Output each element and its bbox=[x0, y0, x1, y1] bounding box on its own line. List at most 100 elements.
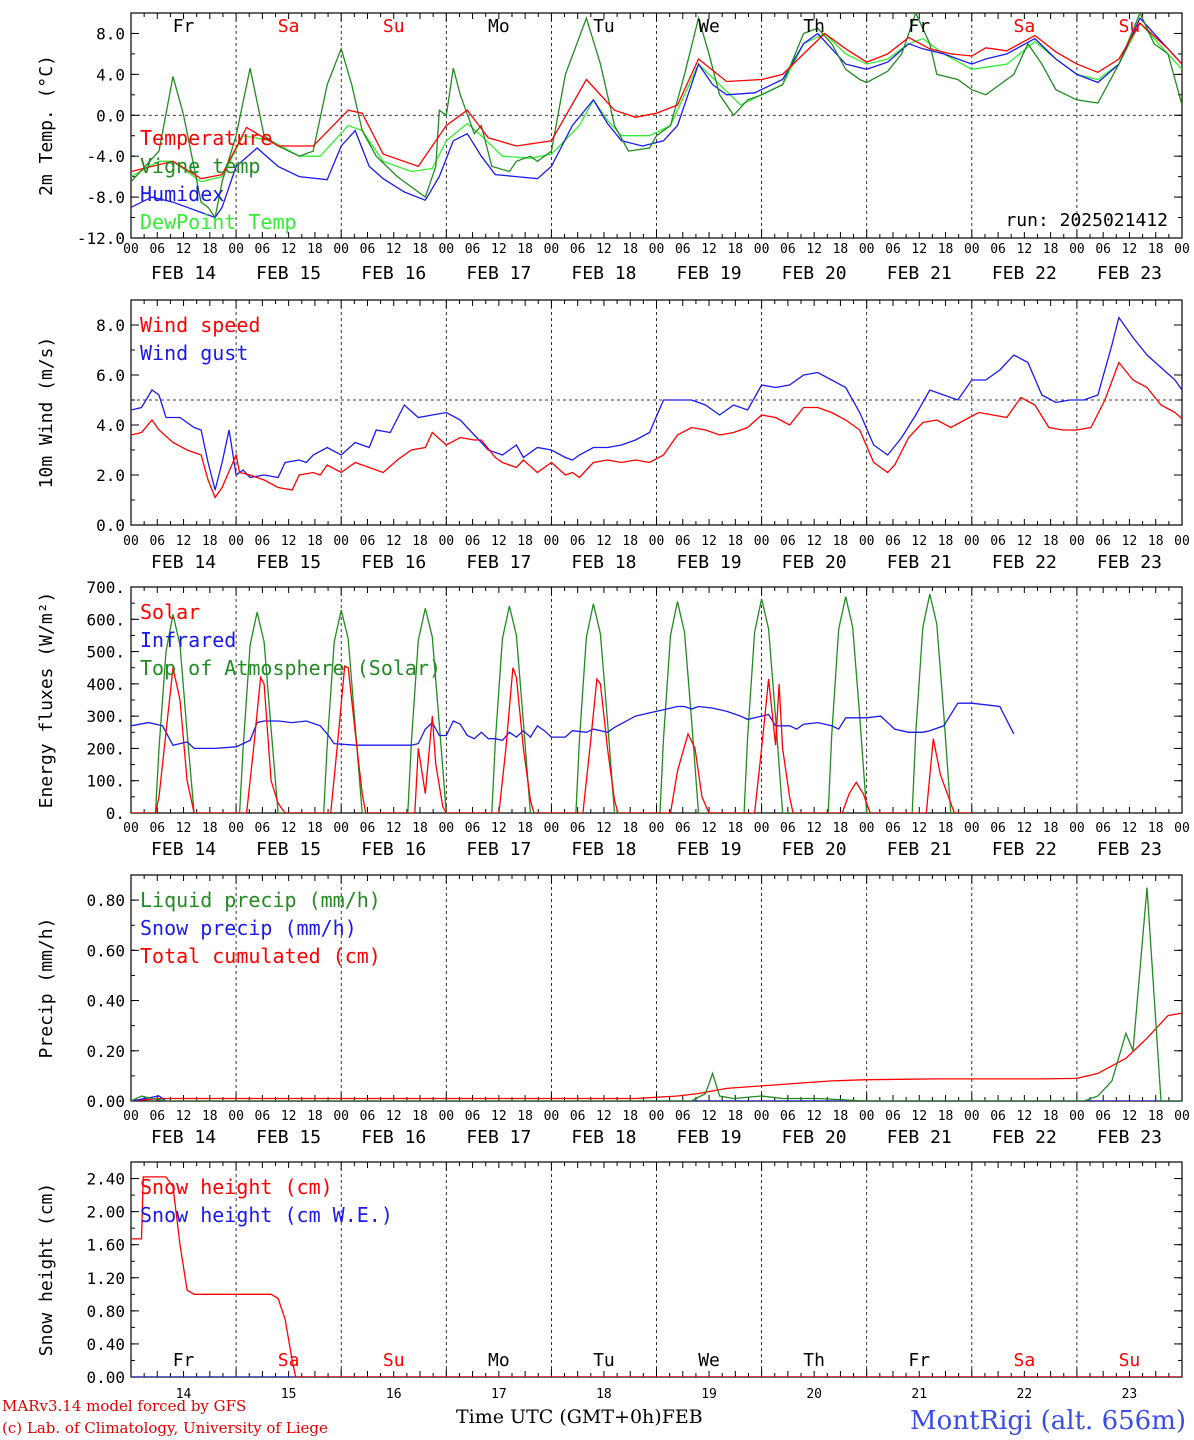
hour-tick-label: 18 bbox=[202, 242, 218, 257]
y-tick-label: 600. bbox=[86, 610, 125, 629]
date-label: FEB 15 bbox=[256, 839, 321, 860]
day-number-label: 14 bbox=[176, 1387, 192, 1402]
date-label: FEB 16 bbox=[361, 839, 426, 860]
date-label: FEB 15 bbox=[256, 263, 321, 284]
hour-tick-label: 12 bbox=[596, 1109, 612, 1124]
hour-tick-label: 06 bbox=[885, 821, 901, 836]
legend-entry: Temperature bbox=[140, 126, 272, 150]
y-tick-label: 2.40 bbox=[86, 1170, 125, 1189]
hour-tick-label: 12 bbox=[176, 242, 192, 257]
hour-tick-label: 18 bbox=[727, 821, 743, 836]
station-name: MontRigi (alt. 656m) bbox=[910, 1406, 1186, 1436]
hour-tick-label: 00 bbox=[964, 821, 980, 836]
y-tick-label: 4.0 bbox=[96, 65, 125, 84]
date-label: FEB 21 bbox=[887, 839, 952, 860]
hour-tick-label: 12 bbox=[176, 1109, 192, 1124]
date-label: FEB 21 bbox=[887, 1127, 952, 1148]
hour-tick-label: 12 bbox=[911, 534, 927, 549]
y-tick-label: 8.0 bbox=[96, 24, 125, 43]
series-line-wind-speed bbox=[131, 361, 1182, 499]
hour-tick-label: 12 bbox=[386, 1109, 402, 1124]
y-tick-label: 6.0 bbox=[96, 366, 125, 385]
hour-tick-label: 00 bbox=[859, 242, 875, 257]
series-line-wind-gust bbox=[131, 315, 1182, 491]
hour-tick-label: 06 bbox=[675, 1109, 691, 1124]
hour-tick-label: 00 bbox=[649, 242, 665, 257]
day-number-label: 23 bbox=[1122, 1387, 1138, 1402]
day-number-label: 19 bbox=[701, 1387, 717, 1402]
hour-tick-label: 12 bbox=[176, 821, 192, 836]
weekday-label: Th bbox=[803, 1350, 825, 1371]
hour-tick-label: 06 bbox=[149, 534, 165, 549]
hour-tick-label: 12 bbox=[281, 821, 297, 836]
hour-tick-label: 12 bbox=[806, 534, 822, 549]
y-tick-label: 300. bbox=[86, 707, 125, 726]
credit-line-2: (c) Lab. of Climatology, University of L… bbox=[2, 1419, 328, 1437]
hour-tick-label: 12 bbox=[1017, 1109, 1033, 1124]
hour-tick-label: 12 bbox=[596, 821, 612, 836]
hour-tick-label: 00 bbox=[438, 1109, 454, 1124]
y-tick-label: 2.00 bbox=[86, 1203, 125, 1222]
series-line-dewpoint-temp bbox=[131, 22, 1182, 183]
legend-entry: DewPoint Temp bbox=[140, 210, 297, 234]
day-number-label: 16 bbox=[386, 1387, 402, 1402]
y-tick-label: 500. bbox=[86, 643, 125, 662]
date-label: FEB 17 bbox=[466, 1127, 531, 1148]
hour-tick-label: 18 bbox=[1043, 242, 1059, 257]
hour-tick-label: 12 bbox=[1122, 534, 1138, 549]
hour-tick-label: 18 bbox=[727, 242, 743, 257]
hour-tick-label: 06 bbox=[570, 1109, 586, 1124]
hour-tick-label: 12 bbox=[1122, 821, 1138, 836]
hour-tick-label: 00 bbox=[544, 1109, 560, 1124]
date-label: FEB 23 bbox=[1097, 1127, 1162, 1148]
hour-tick-label: 06 bbox=[465, 821, 481, 836]
series-line-temperature bbox=[131, 22, 1182, 180]
weekday-label: Th bbox=[803, 16, 825, 37]
hour-tick-label: 12 bbox=[1122, 1109, 1138, 1124]
hour-tick-label: 00 bbox=[1069, 242, 1085, 257]
y-tick-label: 0.00 bbox=[86, 1368, 125, 1387]
hour-tick-label: 18 bbox=[202, 821, 218, 836]
date-label: FEB 16 bbox=[361, 1127, 426, 1148]
hour-tick-label: 06 bbox=[990, 821, 1006, 836]
day-number-label: 17 bbox=[491, 1387, 507, 1402]
y-tick-label: 0.40 bbox=[86, 992, 125, 1011]
series-line-humidex bbox=[131, 16, 1182, 219]
date-label: FEB 16 bbox=[361, 263, 426, 284]
hour-tick-label: 00 bbox=[544, 534, 560, 549]
y-tick-label: 4.0 bbox=[96, 416, 125, 435]
hour-tick-label: 00 bbox=[333, 1109, 349, 1124]
hour-tick-label: 00 bbox=[1174, 534, 1190, 549]
date-label: FEB 20 bbox=[782, 552, 847, 573]
hour-tick-label: 00 bbox=[123, 821, 139, 836]
hour-tick-label: 00 bbox=[333, 821, 349, 836]
hour-tick-label: 12 bbox=[281, 1109, 297, 1124]
hour-tick-label: 12 bbox=[176, 534, 192, 549]
date-label: FEB 23 bbox=[1097, 839, 1162, 860]
series-line-top-of-atmosphere-solar- bbox=[131, 593, 972, 813]
hour-tick-label: 12 bbox=[806, 1109, 822, 1124]
hour-tick-label: 18 bbox=[307, 242, 323, 257]
date-label: FEB 23 bbox=[1097, 552, 1162, 573]
hour-tick-label: 00 bbox=[1174, 1109, 1190, 1124]
date-label: FEB 22 bbox=[992, 263, 1057, 284]
hour-tick-label: 06 bbox=[780, 1109, 796, 1124]
weekday-label: Fr bbox=[173, 16, 195, 37]
weekday-label: We bbox=[698, 16, 720, 37]
weekday-label: Su bbox=[383, 1350, 405, 1371]
hour-tick-label: 12 bbox=[281, 534, 297, 549]
hour-tick-label: 00 bbox=[438, 534, 454, 549]
date-label: FEB 17 bbox=[466, 263, 531, 284]
hour-tick-label: 12 bbox=[701, 821, 717, 836]
y-tick-label: 0. bbox=[106, 804, 125, 823]
hour-tick-label: 06 bbox=[465, 534, 481, 549]
hour-tick-label: 18 bbox=[1043, 821, 1059, 836]
hour-tick-label: 00 bbox=[228, 821, 244, 836]
hour-tick-label: 18 bbox=[622, 821, 638, 836]
hour-tick-label: 18 bbox=[833, 821, 849, 836]
x-axis-month: FEB bbox=[661, 1406, 703, 1428]
y-tick-label: 200. bbox=[86, 739, 125, 758]
hour-tick-label: 18 bbox=[412, 242, 428, 257]
y-tick-label: 0.20 bbox=[86, 1042, 125, 1061]
hour-tick-label: 06 bbox=[885, 242, 901, 257]
